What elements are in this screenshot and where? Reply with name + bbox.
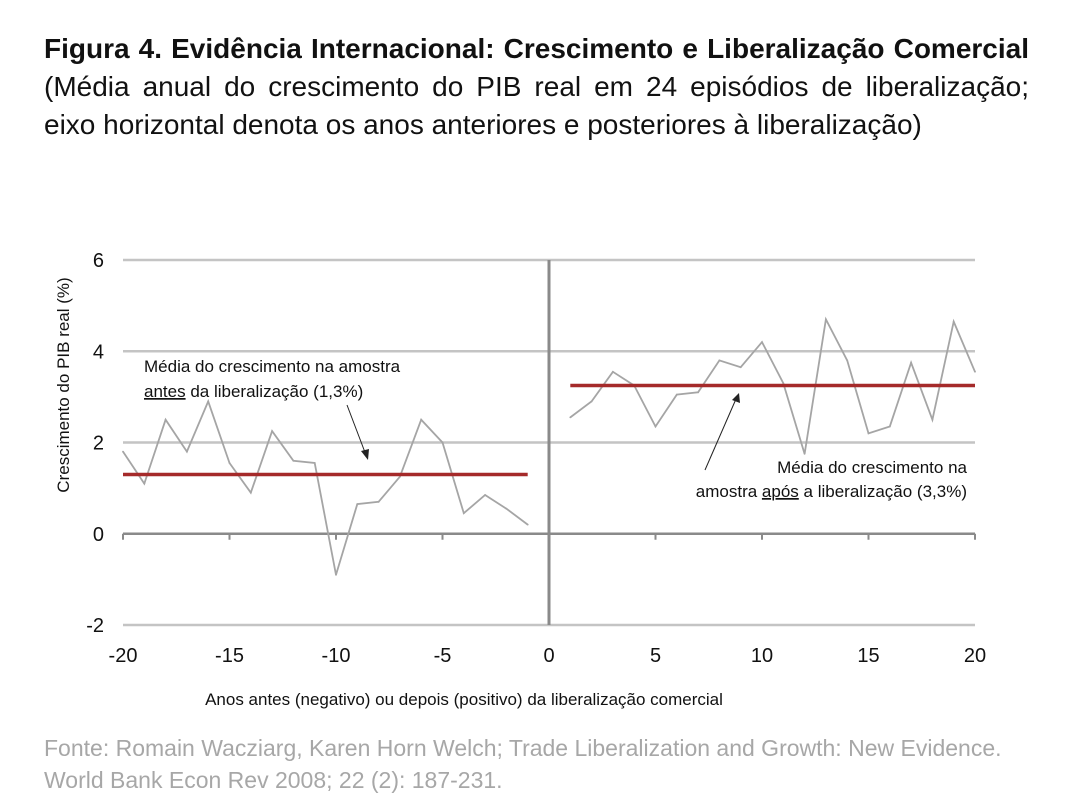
annotation-after-line1: Média do crescimento na [777, 458, 967, 477]
x-tick-label: -15 [215, 645, 244, 667]
data-point [186, 450, 188, 453]
data-point [910, 361, 912, 364]
data-point [825, 318, 827, 321]
annotation-before-line2: antes da liberalização (1,3%) [144, 382, 363, 401]
data-point [718, 359, 721, 362]
data-point [782, 382, 785, 385]
data-point [505, 507, 508, 510]
source-note: Fonte: Romain Wacziarg, Karen Horn Welch… [44, 735, 1002, 793]
data-point [761, 341, 763, 344]
x-tick-label: 0 [543, 645, 554, 667]
annotation-before-underlined: antes [144, 382, 186, 401]
data-point [143, 482, 146, 485]
x-tick-label: 5 [650, 645, 661, 667]
annotation-before-rest: da liberalização (1,3%) [186, 382, 364, 401]
data-point [697, 391, 699, 394]
annotation-after-arrow [704, 398, 737, 471]
data-point [803, 453, 806, 455]
x-tick-label: 20 [964, 645, 986, 667]
data-point [313, 462, 316, 464]
y-tick-label: -2 [86, 615, 104, 637]
annotation-after-arrowhead [732, 393, 740, 403]
data-point [846, 359, 849, 362]
data-point [249, 491, 252, 494]
y-tick-label: 0 [93, 524, 104, 546]
figure-label: Figura 4. Evidência Internacional: Cresc… [44, 33, 1029, 64]
figure-caption: Figura 4. Evidência Internacional: Cresc… [44, 30, 1029, 144]
data-point [569, 416, 572, 419]
x-tick-label: -20 [109, 645, 138, 667]
series-line-after [569, 316, 976, 455]
data-point [399, 475, 401, 478]
annotation-after-line2: amostra após a liberalização (3,3%) [696, 482, 967, 501]
data-point [590, 400, 593, 403]
data-point [675, 393, 678, 396]
annotation-before-arrow [346, 404, 367, 456]
y-axis-label: Crescimento do PIB real (%) [54, 277, 73, 492]
series-line-before [122, 398, 529, 576]
data-point [654, 425, 657, 428]
data-point [484, 494, 486, 496]
annotation-before-arrowhead [361, 449, 369, 460]
annotation-after-underlined: após [762, 482, 799, 501]
data-point [420, 418, 423, 421]
x-tick-label: -10 [322, 645, 351, 667]
x-axis-label: Anos antes (negativo) ou depois (positiv… [205, 690, 723, 709]
x-tick-label: -5 [434, 645, 452, 667]
data-point [526, 523, 529, 526]
annotation-after-rest: a liberalização (3,3%) [799, 482, 967, 501]
y-tick-label: 4 [93, 341, 104, 363]
data-point [271, 430, 273, 432]
data-point [356, 503, 359, 505]
data-point [228, 462, 231, 464]
data-point [462, 512, 465, 515]
annotation-before-line1: Média do crescimento na amostra [144, 357, 401, 376]
data-point [441, 441, 444, 444]
data-point [377, 500, 380, 503]
data-point [292, 459, 295, 462]
data-point [952, 320, 955, 323]
data-point [207, 400, 210, 403]
data-point [867, 432, 870, 435]
annotation-after-prefix: amostra [696, 482, 762, 501]
data-point [888, 425, 891, 428]
figure-description: (Média anual do crescimento do PIB real … [44, 71, 1029, 140]
data-point [974, 370, 976, 373]
data-point [164, 418, 167, 421]
data-point [122, 450, 124, 453]
x-tick-label: 15 [857, 645, 879, 667]
y-tick-label: 6 [93, 250, 104, 272]
x-tick-label: 10 [751, 645, 773, 667]
data-point [931, 418, 934, 421]
data-point [335, 573, 337, 576]
y-tick-label: 2 [93, 433, 104, 455]
data-point [612, 370, 614, 373]
data-point [739, 366, 742, 369]
